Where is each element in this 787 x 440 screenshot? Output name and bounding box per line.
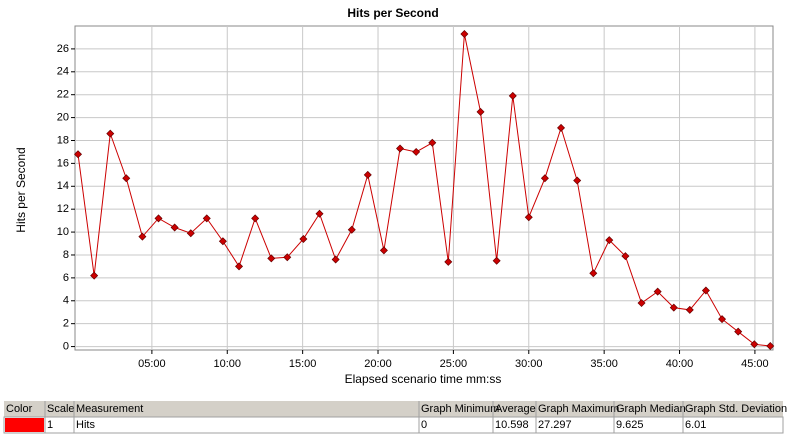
y-tick-label: 12 — [57, 203, 69, 215]
data-point — [235, 262, 244, 271]
x-tick-label: 05:00 — [138, 358, 166, 370]
data-point — [106, 129, 115, 138]
color-swatch — [5, 418, 44, 432]
data-point — [524, 213, 533, 222]
data-point — [331, 255, 340, 264]
x-tick-label: 20:00 — [364, 358, 392, 370]
table-cell: 9.625 — [616, 419, 644, 431]
data-point — [460, 30, 469, 39]
data-point — [90, 271, 99, 280]
data-point — [428, 138, 437, 147]
data-point — [734, 327, 743, 336]
table-cell: 10.598 — [495, 419, 529, 431]
chart-title: Hits per Second — [347, 6, 438, 20]
data-point — [476, 107, 485, 116]
data-point — [750, 340, 759, 349]
data-point — [685, 305, 694, 314]
y-tick-label: 10 — [57, 226, 69, 238]
data-point — [540, 174, 549, 183]
y-tick-label: 0 — [63, 340, 69, 352]
data-point — [347, 225, 356, 234]
column-header: Measurement — [76, 403, 143, 415]
y-tick-label: 26 — [57, 43, 69, 55]
column-header: Scale — [47, 403, 75, 415]
column-header: Graph Minimum — [421, 403, 499, 415]
table-cell: 6.01 — [685, 419, 706, 431]
data-point — [557, 123, 566, 132]
x-tick-label: 30:00 — [515, 358, 543, 370]
data-point — [299, 234, 308, 243]
table-cell: 27.297 — [538, 419, 572, 431]
x-tick-label: 15:00 — [289, 358, 317, 370]
data-point — [283, 253, 292, 262]
data-point — [669, 303, 678, 312]
y-tick-label: 8 — [63, 249, 69, 261]
column-header: Color — [6, 403, 33, 415]
y-tick-label: 4 — [63, 295, 69, 307]
y-tick-label: 2 — [63, 318, 69, 330]
y-tick-label: 20 — [57, 111, 69, 123]
column-header: Graph Maximum — [538, 403, 619, 415]
data-point — [621, 252, 630, 261]
data-point — [138, 232, 147, 241]
data-point — [508, 91, 517, 100]
data-line — [77, 33, 771, 347]
data-point — [379, 246, 388, 255]
data-point — [315, 209, 324, 218]
data-point — [492, 256, 501, 265]
table-cell: 1 — [47, 419, 53, 431]
data-point — [122, 174, 131, 183]
y-tick-label: 6 — [63, 272, 69, 284]
data-point — [589, 269, 598, 278]
row-bg — [3, 416, 784, 434]
plot-area — [74, 25, 774, 351]
data-point — [605, 236, 614, 245]
data-point — [573, 176, 582, 185]
data-point — [412, 147, 421, 156]
data-point — [186, 229, 195, 238]
data-point — [154, 214, 163, 223]
x-tick-label: 10:00 — [213, 358, 241, 370]
column-header: Average — [495, 403, 536, 415]
y-tick-label: 18 — [57, 134, 69, 146]
data-point — [170, 223, 179, 232]
table-cell: Hits — [76, 419, 95, 431]
data-point — [444, 257, 453, 266]
column-header: Graph Std. Deviation — [685, 403, 787, 415]
table-cell: 0 — [421, 419, 427, 431]
x-tick-label: 25:00 — [440, 358, 468, 370]
x-tick-label: 45:00 — [741, 358, 769, 370]
data-point — [766, 341, 775, 350]
y-tick-label: 24 — [57, 66, 69, 78]
y-axis-label: Hits per Second — [14, 147, 28, 232]
y-tick-label: 14 — [57, 180, 69, 192]
x-tick-label: 40:00 — [666, 358, 694, 370]
table-header-bg — [4, 401, 783, 417]
data-point — [637, 299, 646, 308]
y-tick-label: 16 — [57, 157, 69, 169]
data-point — [251, 214, 260, 223]
data-point — [363, 170, 372, 179]
data-point — [202, 214, 211, 223]
y-tick-label: 22 — [57, 89, 69, 101]
column-header: Graph Median — [616, 403, 686, 415]
x-axis-label: Elapsed scenario time mm:ss — [345, 372, 502, 386]
data-point — [74, 150, 83, 159]
x-tick-label: 35:00 — [590, 358, 618, 370]
data-point — [701, 286, 710, 295]
data-point — [653, 287, 662, 296]
data-point — [267, 254, 276, 263]
data-point — [396, 144, 405, 153]
data-point — [218, 237, 227, 246]
data-point — [718, 315, 727, 324]
